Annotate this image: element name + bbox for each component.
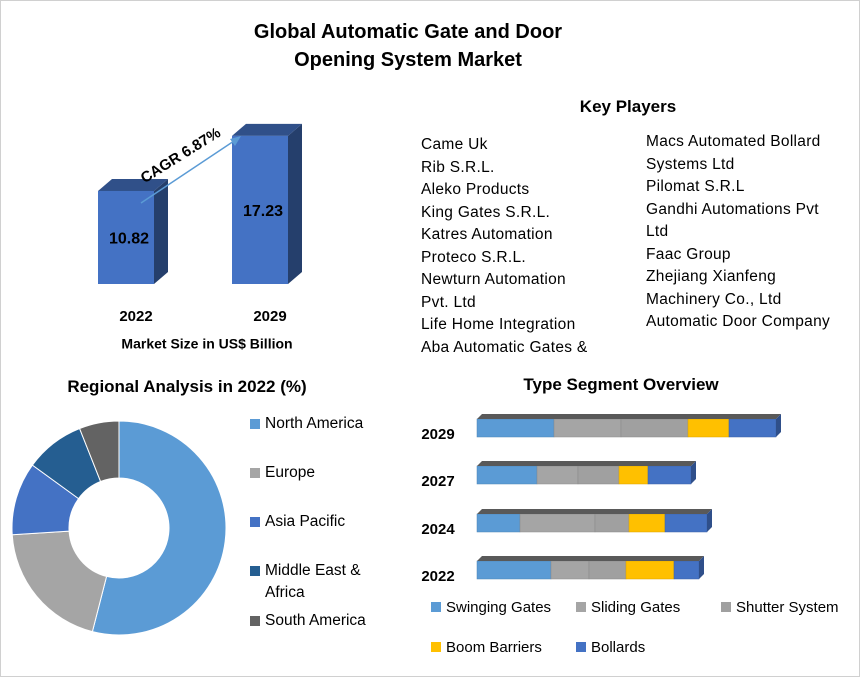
player-name: Rib S.R.L. (421, 158, 495, 176)
x-tick-label: 2029 (253, 308, 286, 325)
bar-side (154, 178, 168, 284)
bar-segment (628, 513, 666, 533)
player-name: Gandhi Automations Pvt Ltd (646, 200, 819, 241)
player-column: Macs Automated Bollard Systems Ltd Piloma… (646, 131, 836, 334)
legend-label: Shutter System (736, 599, 839, 616)
bar-segment (550, 560, 590, 580)
arrow-head (230, 136, 241, 146)
bar-segment (625, 560, 675, 580)
y-tick-label: 2024 (421, 521, 455, 538)
legend-label: North America (265, 415, 364, 432)
bar-side (691, 461, 696, 484)
legend-swatch (576, 602, 586, 612)
bar-segment (553, 418, 622, 438)
player-name: Aleko Products (421, 181, 530, 198)
donut-segment (91, 420, 227, 636)
player-name: Life Home Integration (421, 316, 576, 333)
bar-top (477, 414, 781, 419)
legend-label: Europe (265, 464, 315, 481)
bar-top (98, 178, 168, 191)
value-label: 10.82 (109, 231, 149, 248)
bar (232, 135, 288, 284)
bar-segment (476, 560, 552, 580)
bar-segment (620, 418, 689, 438)
bar-side (288, 123, 302, 285)
legend-label: Bollards (591, 639, 645, 656)
donut-segment (11, 530, 108, 633)
bar-segment (664, 513, 708, 533)
x-axis-title: Market Size in US$ Billion (121, 336, 292, 352)
player-name: King Gates S.R.L. (421, 203, 551, 221)
key-players-title: Key Players (579, 97, 677, 116)
legend-label: Swinging Gates (446, 599, 551, 616)
legend-label: Asia Pacific (265, 513, 346, 530)
bar (98, 190, 154, 284)
bar-segment (618, 465, 649, 485)
bar-segment (673, 560, 700, 580)
bar-segment (588, 560, 627, 580)
player-name: Proteco S.R.L. (421, 248, 526, 266)
legend-label: South America (265, 612, 366, 629)
legend-label: Sliding Gates (591, 599, 680, 616)
segment-title: Type Segment Overview (523, 375, 719, 394)
bar-segment (519, 513, 596, 533)
player-name: Automatic Door Company (646, 313, 831, 330)
player-name: Pilomat S.R.L (646, 178, 745, 195)
bar-top (477, 509, 712, 514)
y-tick-label: 2027 (421, 473, 454, 490)
player-name: Came Uk (421, 136, 488, 153)
bar-segment (594, 513, 630, 533)
bar-segment (728, 418, 777, 438)
cagr-arrow (140, 138, 238, 204)
legend-label: Middle East & Africa (265, 562, 361, 601)
donut-segment (78, 420, 120, 483)
player-name: Katres Automation (421, 226, 553, 243)
legend-swatch (431, 602, 441, 612)
title: Global Automatic Gate and Door Opening S… (253, 21, 563, 71)
legend-swatch (250, 468, 260, 478)
bar-segment (536, 465, 579, 485)
bar-top (477, 461, 696, 466)
player-name: Newturn Automation Pvt. Ltd (421, 271, 566, 311)
legend-label: Boom Barriers (446, 639, 542, 656)
bar-segment (647, 465, 692, 485)
legend-swatch (250, 566, 260, 576)
y-tick-label: 2029 (421, 426, 454, 443)
bar-segment (476, 418, 555, 438)
bar-segment (577, 465, 620, 485)
legend-swatch (576, 642, 586, 652)
pie-title: Regional Analysis in 2022 (%) (67, 377, 307, 396)
player-name: Zhejiang Xianfeng Machinery Co., Ltd (646, 268, 782, 308)
bar-segment (476, 513, 521, 533)
bar-side (699, 556, 704, 579)
bar-segment (476, 465, 538, 485)
legend-swatch (431, 642, 441, 652)
legend-swatch (250, 616, 260, 626)
player-name: Faac Group (646, 245, 731, 263)
x-tick-label: 2022 (119, 308, 152, 325)
legend-swatch (250, 419, 260, 429)
legend-swatch (721, 602, 731, 612)
bar-top (477, 556, 704, 561)
bar-segment (687, 418, 730, 438)
player-column: Came Uk Rib S.R.L. Aleko Products King Gate… (421, 134, 591, 359)
legend-swatch (250, 517, 260, 527)
bar-side (776, 414, 781, 437)
bar-side (707, 509, 712, 532)
bar-top (232, 123, 302, 136)
player-name: Macs Automated Bollard Systems Ltd (646, 133, 821, 173)
y-tick-label: 2022 (421, 568, 454, 585)
player-name: Aba Automatic Gates & (421, 338, 588, 356)
value-label: 17.23 (243, 203, 283, 220)
